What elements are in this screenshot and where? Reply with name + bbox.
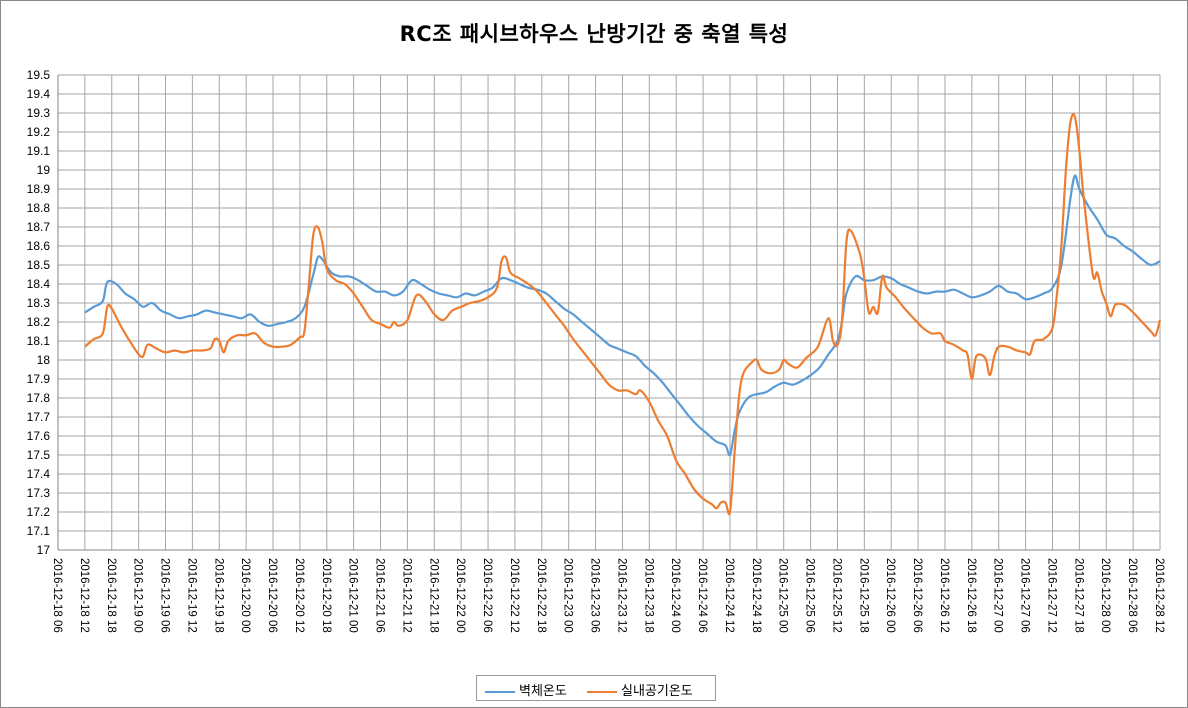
grid-lines xyxy=(57,74,1161,551)
legend: 벽체온도 실내공기온도 xyxy=(476,675,716,701)
x-tick-label: 2016-12-24 00 xyxy=(669,558,681,633)
x-tick-label: 2016-12-27 18 xyxy=(1072,558,1084,633)
y-tick-label: 17.2 xyxy=(27,505,51,519)
x-tick-label: 2016-12-20 12 xyxy=(293,558,305,633)
x-tick-label: 2016-12-27 06 xyxy=(1019,558,1031,633)
x-tick-label: 2016-12-20 06 xyxy=(266,558,278,633)
y-tick-label: 17.1 xyxy=(27,524,51,538)
x-tick-label: 2016-12-18 18 xyxy=(105,558,117,633)
x-tick-label: 2016-12-24 18 xyxy=(750,558,762,633)
y-tick-label: 17.6 xyxy=(27,429,51,443)
x-tick-label: 2016-12-18 06 xyxy=(51,558,63,633)
x-tick-label: 2016-12-26 06 xyxy=(911,558,923,633)
x-tick-label: 2016-12-22 12 xyxy=(508,558,520,633)
x-tick-label: 2016-12-19 06 xyxy=(159,558,171,633)
x-tick-label: 2016-12-23 18 xyxy=(642,558,654,633)
legend-label-indoor-air-temp: 실내공기온도 xyxy=(621,684,693,699)
legend-swatch-wall-temp xyxy=(485,690,515,693)
x-tick-label: 2016-12-22 18 xyxy=(535,558,547,633)
y-tick-label: 18.1 xyxy=(27,334,51,348)
x-tick-label: 2016-12-28 12 xyxy=(1153,558,1165,633)
y-tick-label: 18.8 xyxy=(27,201,51,215)
y-tick-label: 18.2 xyxy=(27,315,51,329)
x-tick-label: 2016-12-23 12 xyxy=(615,558,627,633)
x-tick-label: 2016-12-22 06 xyxy=(481,558,493,633)
x-tick-label: 2016-12-18 12 xyxy=(78,558,90,633)
x-tick-label: 2016-12-28 00 xyxy=(1099,558,1111,633)
x-tick-label: 2016-12-24 12 xyxy=(723,558,735,633)
x-tick-label: 2016-12-20 00 xyxy=(239,558,251,633)
x-tick-label: 2016-12-25 18 xyxy=(857,558,869,633)
x-tick-label: 2016-12-21 06 xyxy=(374,558,386,633)
y-axis-tick-labels: 17 17.1 17.2 17.3 17.4 17.5 17.6 17.7 17.8 17.9 18… xyxy=(27,68,51,557)
x-tick-label: 2016-12-19 18 xyxy=(212,558,224,633)
x-tick-label: 2016-12-23 06 xyxy=(589,558,601,633)
x-tick-label: 2016-12-26 12 xyxy=(938,558,950,633)
y-tick-label: 18.9 xyxy=(27,182,51,196)
y-tick-label: 19 xyxy=(37,163,51,177)
series-line-indoor-air-temp xyxy=(84,113,1162,516)
y-tick-label: 17.4 xyxy=(27,467,51,481)
x-tick-label: 2016-12-21 18 xyxy=(427,558,439,633)
legend-item-wall-temp: 벽체온도 xyxy=(485,680,567,699)
x-tick-label: 2016-12-27 12 xyxy=(1045,558,1057,633)
x-tick-label: 2016-12-19 00 xyxy=(132,558,144,633)
x-tick-label: 2016-12-22 00 xyxy=(454,558,466,633)
y-tick-label: 18.7 xyxy=(27,220,51,234)
x-tick-label: 2016-12-24 06 xyxy=(696,558,708,633)
x-tick-label: 2016-12-20 18 xyxy=(320,558,332,633)
x-tick-label: 2016-12-25 12 xyxy=(830,558,842,633)
y-tick-label: 18.4 xyxy=(27,277,51,291)
series-line-wall-temp xyxy=(84,174,1161,457)
x-tick-label: 2016-12-23 00 xyxy=(562,558,574,633)
y-tick-label: 18 xyxy=(37,353,51,367)
y-tick-label: 17 xyxy=(37,543,51,557)
x-tick-label: 2016-12-19 12 xyxy=(185,558,197,633)
y-tick-label: 17.3 xyxy=(27,486,51,500)
chart-title: RC조 패시브하우스 난방기간 중 축열 특성 xyxy=(399,22,789,46)
x-tick-label: 2016-12-25 06 xyxy=(804,558,816,633)
x-tick-label: 2016-12-26 18 xyxy=(965,558,977,633)
y-tick-label: 17.8 xyxy=(27,391,51,405)
y-tick-label: 18.5 xyxy=(27,258,51,272)
legend-item-indoor-air-temp: 실내공기온도 xyxy=(587,680,693,699)
x-tick-label: 2016-12-25 00 xyxy=(777,558,789,633)
y-tick-label: 19.1 xyxy=(27,144,51,158)
x-tick-label: 2016-12-21 12 xyxy=(400,558,412,633)
y-tick-label: 19.5 xyxy=(27,68,51,82)
legend-label-wall-temp: 벽체온도 xyxy=(519,684,567,699)
x-tick-label: 2016-12-26 00 xyxy=(884,558,896,633)
y-tick-label: 19.3 xyxy=(27,106,51,120)
x-tick-label: 2016-12-27 00 xyxy=(992,558,1004,633)
y-tick-label: 19.2 xyxy=(27,125,51,139)
y-tick-label: 18.6 xyxy=(27,239,51,253)
series-lines xyxy=(84,113,1162,516)
y-tick-label: 19.4 xyxy=(27,87,51,101)
y-tick-label: 17.9 xyxy=(27,372,51,386)
x-axis-tick-labels: 2016-12-18 06 2016-12-18 12 2016-12-18 18 2… xyxy=(51,558,1165,633)
x-tick-label: 2016-12-21 00 xyxy=(347,558,359,633)
y-tick-label: 17.7 xyxy=(27,410,51,424)
legend-swatch-indoor-air-temp xyxy=(587,690,617,693)
y-tick-label: 18.3 xyxy=(27,296,51,310)
x-tick-label: 2016-12-28 06 xyxy=(1126,558,1138,633)
y-tick-label: 17.5 xyxy=(27,448,51,462)
